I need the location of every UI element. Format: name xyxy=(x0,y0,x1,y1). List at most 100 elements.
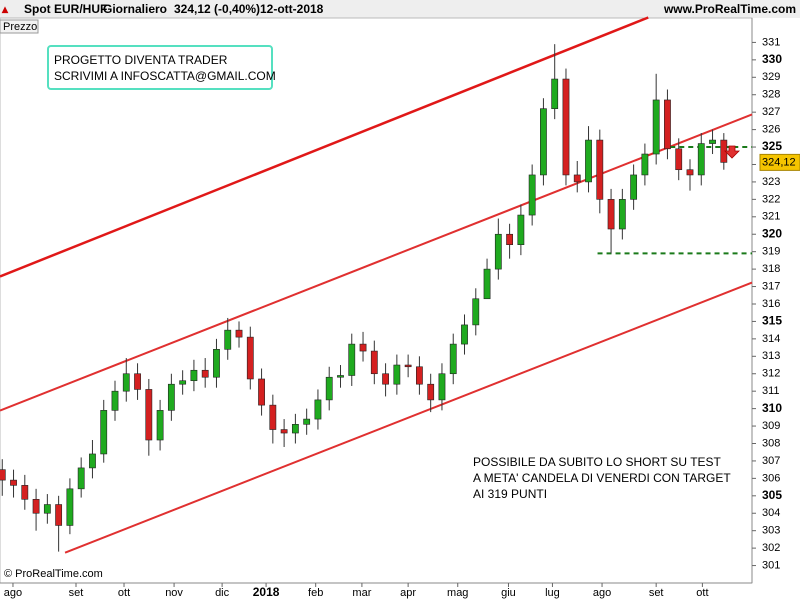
candle-body xyxy=(77,467,85,490)
x-tick-label: ago xyxy=(4,587,22,599)
watermark: © ProRealTime.com xyxy=(4,568,103,580)
x-tick-label: ago xyxy=(593,587,611,599)
last-price-box xyxy=(759,153,800,171)
candle-body xyxy=(393,364,401,385)
header-symbol: Spot EUR/HUF xyxy=(24,2,107,16)
y-tick-label: 322 xyxy=(762,193,780,205)
candle-body xyxy=(562,78,570,176)
x-tick-label: 2018 xyxy=(253,585,280,599)
candle-body xyxy=(43,504,51,514)
candle-body xyxy=(32,498,40,514)
trend-line xyxy=(0,16,649,278)
y-tick-label: 310 xyxy=(762,401,782,415)
y-tick-label: 330 xyxy=(762,52,782,66)
candle-body xyxy=(235,329,243,338)
candle-body xyxy=(573,174,581,183)
candle-body xyxy=(55,504,63,526)
candle-body xyxy=(585,139,592,183)
header-period: Giornaliero xyxy=(103,2,167,16)
y-tick-label: 308 xyxy=(762,437,780,449)
candle-body xyxy=(618,199,626,230)
trend-line xyxy=(0,113,753,412)
x-tick-label: set xyxy=(69,587,84,599)
x-tick-label: mag xyxy=(447,587,468,599)
y-tick-label: 320 xyxy=(762,226,782,240)
y-tick-label: 329 xyxy=(762,71,780,83)
last-price-label: 324,12 xyxy=(762,156,796,168)
candle-body xyxy=(506,233,514,245)
candle-body xyxy=(472,298,480,326)
candle-body xyxy=(686,169,694,176)
candle-body xyxy=(100,410,108,455)
annotation-text: A META' CANDELA DI VENERDI CON TARGET xyxy=(473,471,731,485)
y-tick-label: 323 xyxy=(762,176,780,188)
y-tick-label: 306 xyxy=(762,472,780,484)
panel-label: Prezzo xyxy=(3,21,37,33)
plot-area xyxy=(0,17,753,584)
candle-body xyxy=(325,376,333,401)
candle-body xyxy=(370,350,378,375)
y-tick-label: 321 xyxy=(762,211,780,223)
y-tick-label: 314 xyxy=(762,333,780,345)
candle-body xyxy=(246,336,254,380)
y-tick-label: 316 xyxy=(762,298,780,310)
candle-body xyxy=(664,99,671,150)
candle-body xyxy=(528,174,536,216)
y-tick-label: 311 xyxy=(762,385,780,397)
note-box xyxy=(47,45,273,90)
candle-body xyxy=(709,139,716,144)
y-tick-label: 315 xyxy=(762,314,782,328)
candle-body xyxy=(494,233,502,270)
y-tick-label: 303 xyxy=(762,525,780,537)
header-bar xyxy=(0,0,800,18)
candle-body xyxy=(416,366,423,385)
annotation-text: PROGETTO DIVENTA TRADER xyxy=(54,53,228,67)
y-tick-label: 325 xyxy=(762,139,782,153)
candle-body xyxy=(66,488,74,526)
candle-body xyxy=(21,485,29,500)
candle-body xyxy=(675,148,683,171)
candle-body xyxy=(213,349,220,378)
candle-body xyxy=(111,390,119,411)
candle-body xyxy=(122,373,130,392)
x-tick-label: mar xyxy=(352,587,371,599)
y-tick-label: 317 xyxy=(762,280,780,292)
y-tick-label: 309 xyxy=(762,420,780,432)
candle-body xyxy=(359,343,367,352)
x-tick-label: ott xyxy=(118,587,130,599)
y-tick-label: 313 xyxy=(762,350,780,362)
candle-body xyxy=(0,469,6,481)
header-date: 12-ott-2018 xyxy=(260,2,324,16)
candle-body xyxy=(314,399,322,420)
y-tick-label: 302 xyxy=(762,542,780,554)
candle-body xyxy=(461,324,468,345)
candle-body xyxy=(348,343,356,376)
candle-body xyxy=(291,424,299,434)
header-change: 324,12 (-0,40%) xyxy=(174,2,260,16)
y-tick-label: 312 xyxy=(762,368,780,380)
candle-body xyxy=(641,153,649,176)
trend-line xyxy=(64,281,753,554)
header-icon: ▴ xyxy=(1,2,9,16)
candle-body xyxy=(167,383,175,411)
candle-body xyxy=(382,373,389,385)
x-tick-label: giu xyxy=(501,587,516,599)
candle-body xyxy=(517,214,525,245)
short-arrow xyxy=(724,145,740,159)
candle-body xyxy=(596,139,604,200)
candle-body xyxy=(427,383,435,401)
candle-body xyxy=(697,143,705,176)
candle-body xyxy=(280,429,288,434)
y-tick-label: 305 xyxy=(762,488,782,502)
annotation-text: POSSIBILE DA SUBITO LO SHORT SU TEST xyxy=(473,455,722,469)
y-tick-label: 301 xyxy=(762,559,780,571)
candle-body xyxy=(145,389,153,441)
candle-body xyxy=(652,99,660,155)
candle-body xyxy=(269,404,277,430)
candle-body xyxy=(201,369,209,378)
candle-body xyxy=(224,329,232,350)
candle-body xyxy=(134,373,141,390)
candle-body xyxy=(630,174,638,200)
